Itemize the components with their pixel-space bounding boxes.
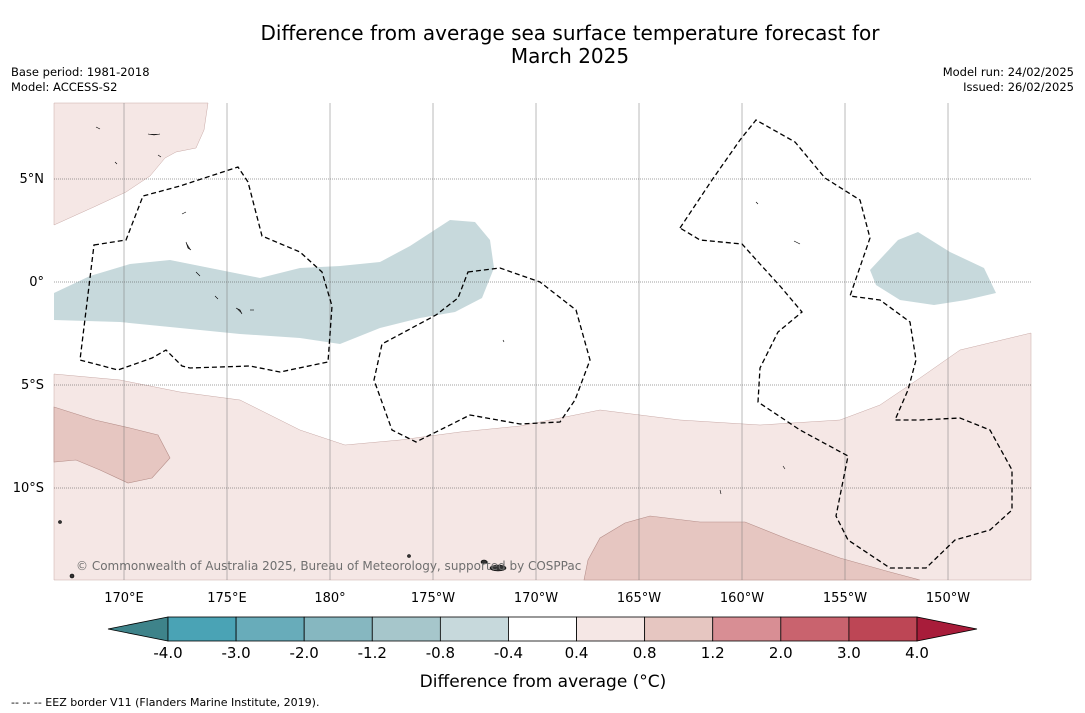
meta-left: Base period: 1981-2018 Model: ACCESS-S2 [11,65,150,94]
base-period: Base period: 1981-2018 [11,65,150,79]
colorbar-label: Difference from average (°C) [420,672,667,692]
lon-label-180: 180° [314,591,345,606]
lat-label-5n: 5°N [20,172,45,187]
lon-label-175e: 175°E [207,591,247,606]
meta-right: Model run: 24/02/2025 Issued: 26/02/2025 [943,65,1074,94]
colorbar-tick-label: -3.0 [221,644,250,662]
map-title: Difference from average sea surface temp… [200,22,940,68]
lon-label-175w: 175°W [411,591,455,606]
colorbar-cell [644,616,714,642]
model-name: Model: ACCESS-S2 [11,79,118,94]
eez-border-howland-baker [373,267,591,443]
colorbar-tick-label: 2.0 [769,644,793,662]
anomaly-warm-north [53,102,209,226]
colorbar-tick-label: 4.0 [905,644,929,662]
colorbar-tick-label: 0.4 [565,644,589,662]
lat-label-0: 0° [29,275,44,290]
colorbar-cell [371,616,441,642]
lon-label-155w: 155°W [823,591,867,606]
colorbar-tick-label: 0.8 [633,644,657,662]
colorbar-cell [508,616,577,642]
lon-label-165w: 165°W [617,591,661,606]
colorbar-cell [303,616,373,642]
islands [58,126,801,579]
colorbar-tick-label: -0.4 [494,644,523,662]
lon-label-170e: 170°E [104,591,144,606]
colorbar-cell [235,616,305,642]
anomaly-warm-west [53,406,171,484]
lon-labels: 170°E 175°E 180° 175°W 170°W 165°W 160°W… [104,591,970,606]
island-samoa [489,564,507,572]
lon-label-170w: 170°W [514,591,558,606]
anomaly-cool-east [870,232,996,305]
colorbar-cell [848,616,918,642]
map-panel: © Commonwealth of Australia 2025, Bureau… [53,102,1032,581]
colorbar-tick-labels: -4.0 -3.0 -2.0 -1.2 -0.8 -0.4 0.4 0.8 1.2 2.0 3.0 4… [153,644,929,662]
copyright-notice: © Commonwealth of Australia 2025, Bureau… [76,559,581,573]
lon-label-150w: 150°W [926,591,970,606]
colorbar-cell [576,616,646,642]
anomaly-warm-south [53,332,1032,581]
colorbar-over-arrow [916,616,978,642]
title-line-1: Difference from average sea surface temp… [260,21,880,45]
colorbar-cell [439,616,509,642]
colorbar-tick-label: -4.0 [153,644,182,662]
colorbar-cells [167,616,918,642]
colorbar-cell [712,616,782,642]
eez-border-kiribati-gilbert [79,166,333,373]
model-run-date: Model run: 24/02/2025 [942,65,1074,79]
eez-border-line-islands [679,119,1013,569]
colorbar-tick-label: 3.0 [837,644,861,662]
colorbar-tick-label: 1.2 [701,644,725,662]
eez-footnote: -- -- -- EEZ border V11 (Flanders Marine… [11,696,320,709]
colorbar-tick-label: -0.8 [426,644,455,662]
eez-borders [79,119,1013,569]
colorbar-under-arrow [107,616,169,642]
issued-date: Issued: 26/02/2025 [963,79,1074,94]
colorbar-tick-label: -2.0 [290,644,319,662]
colorbar-cell [167,616,237,642]
lat-gridlines [54,178,1031,489]
anomaly-warm-southeast [583,515,921,581]
colorbar-tick-label: -1.2 [358,644,387,662]
lon-label-160w: 160°W [720,591,764,606]
lat-label-5s: 5°S [21,378,44,393]
lat-labels: 5°N 0° 5°S 10°S [13,172,44,496]
colorbar-cell [780,616,850,642]
lat-label-10s: 10°S [13,481,44,496]
title-line-2: March 2025 [510,44,630,68]
colorbar: -4.0 -3.0 -2.0 -1.2 -0.8 -0.4 0.4 0.8 1.2 2.0 3.0 4… [107,616,978,692]
